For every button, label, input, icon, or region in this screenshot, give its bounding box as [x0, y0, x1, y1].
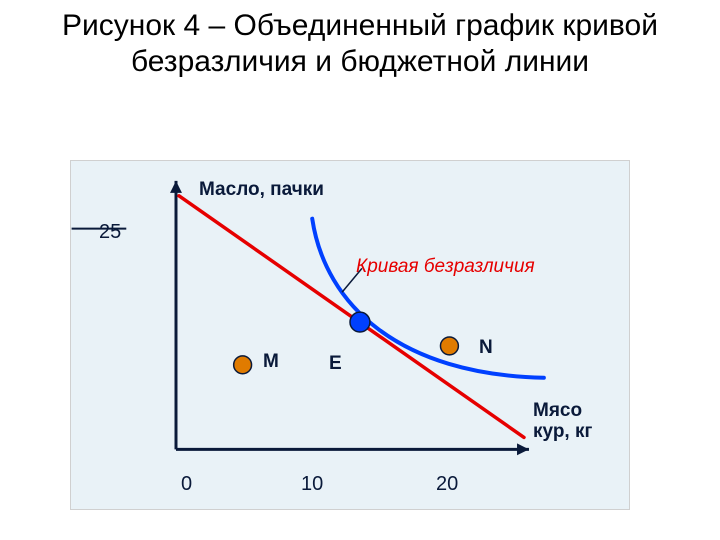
point-label-M: M — [263, 351, 279, 373]
chart-svg — [71, 161, 629, 509]
curve-label: Кривая безразличия — [356, 256, 535, 278]
point-label-E: E — [329, 353, 342, 375]
x-tick-20: 20 — [436, 473, 458, 496]
slide-title: Рисунок 4 – Объединенный график кривой б… — [0, 0, 720, 80]
point-label-N: N — [479, 337, 493, 359]
y-axis-label: Масло, пачки — [199, 179, 324, 201]
chart-container: Масло, пачки Мясокур, кг 25 0 10 20 Кривая без… — [70, 160, 630, 510]
x-tick-10: 10 — [301, 473, 323, 496]
y-tick-25: 25 — [99, 221, 121, 244]
x-tick-0: 0 — [181, 473, 192, 496]
x-axis-label: Мясокур, кг — [533, 401, 592, 443]
